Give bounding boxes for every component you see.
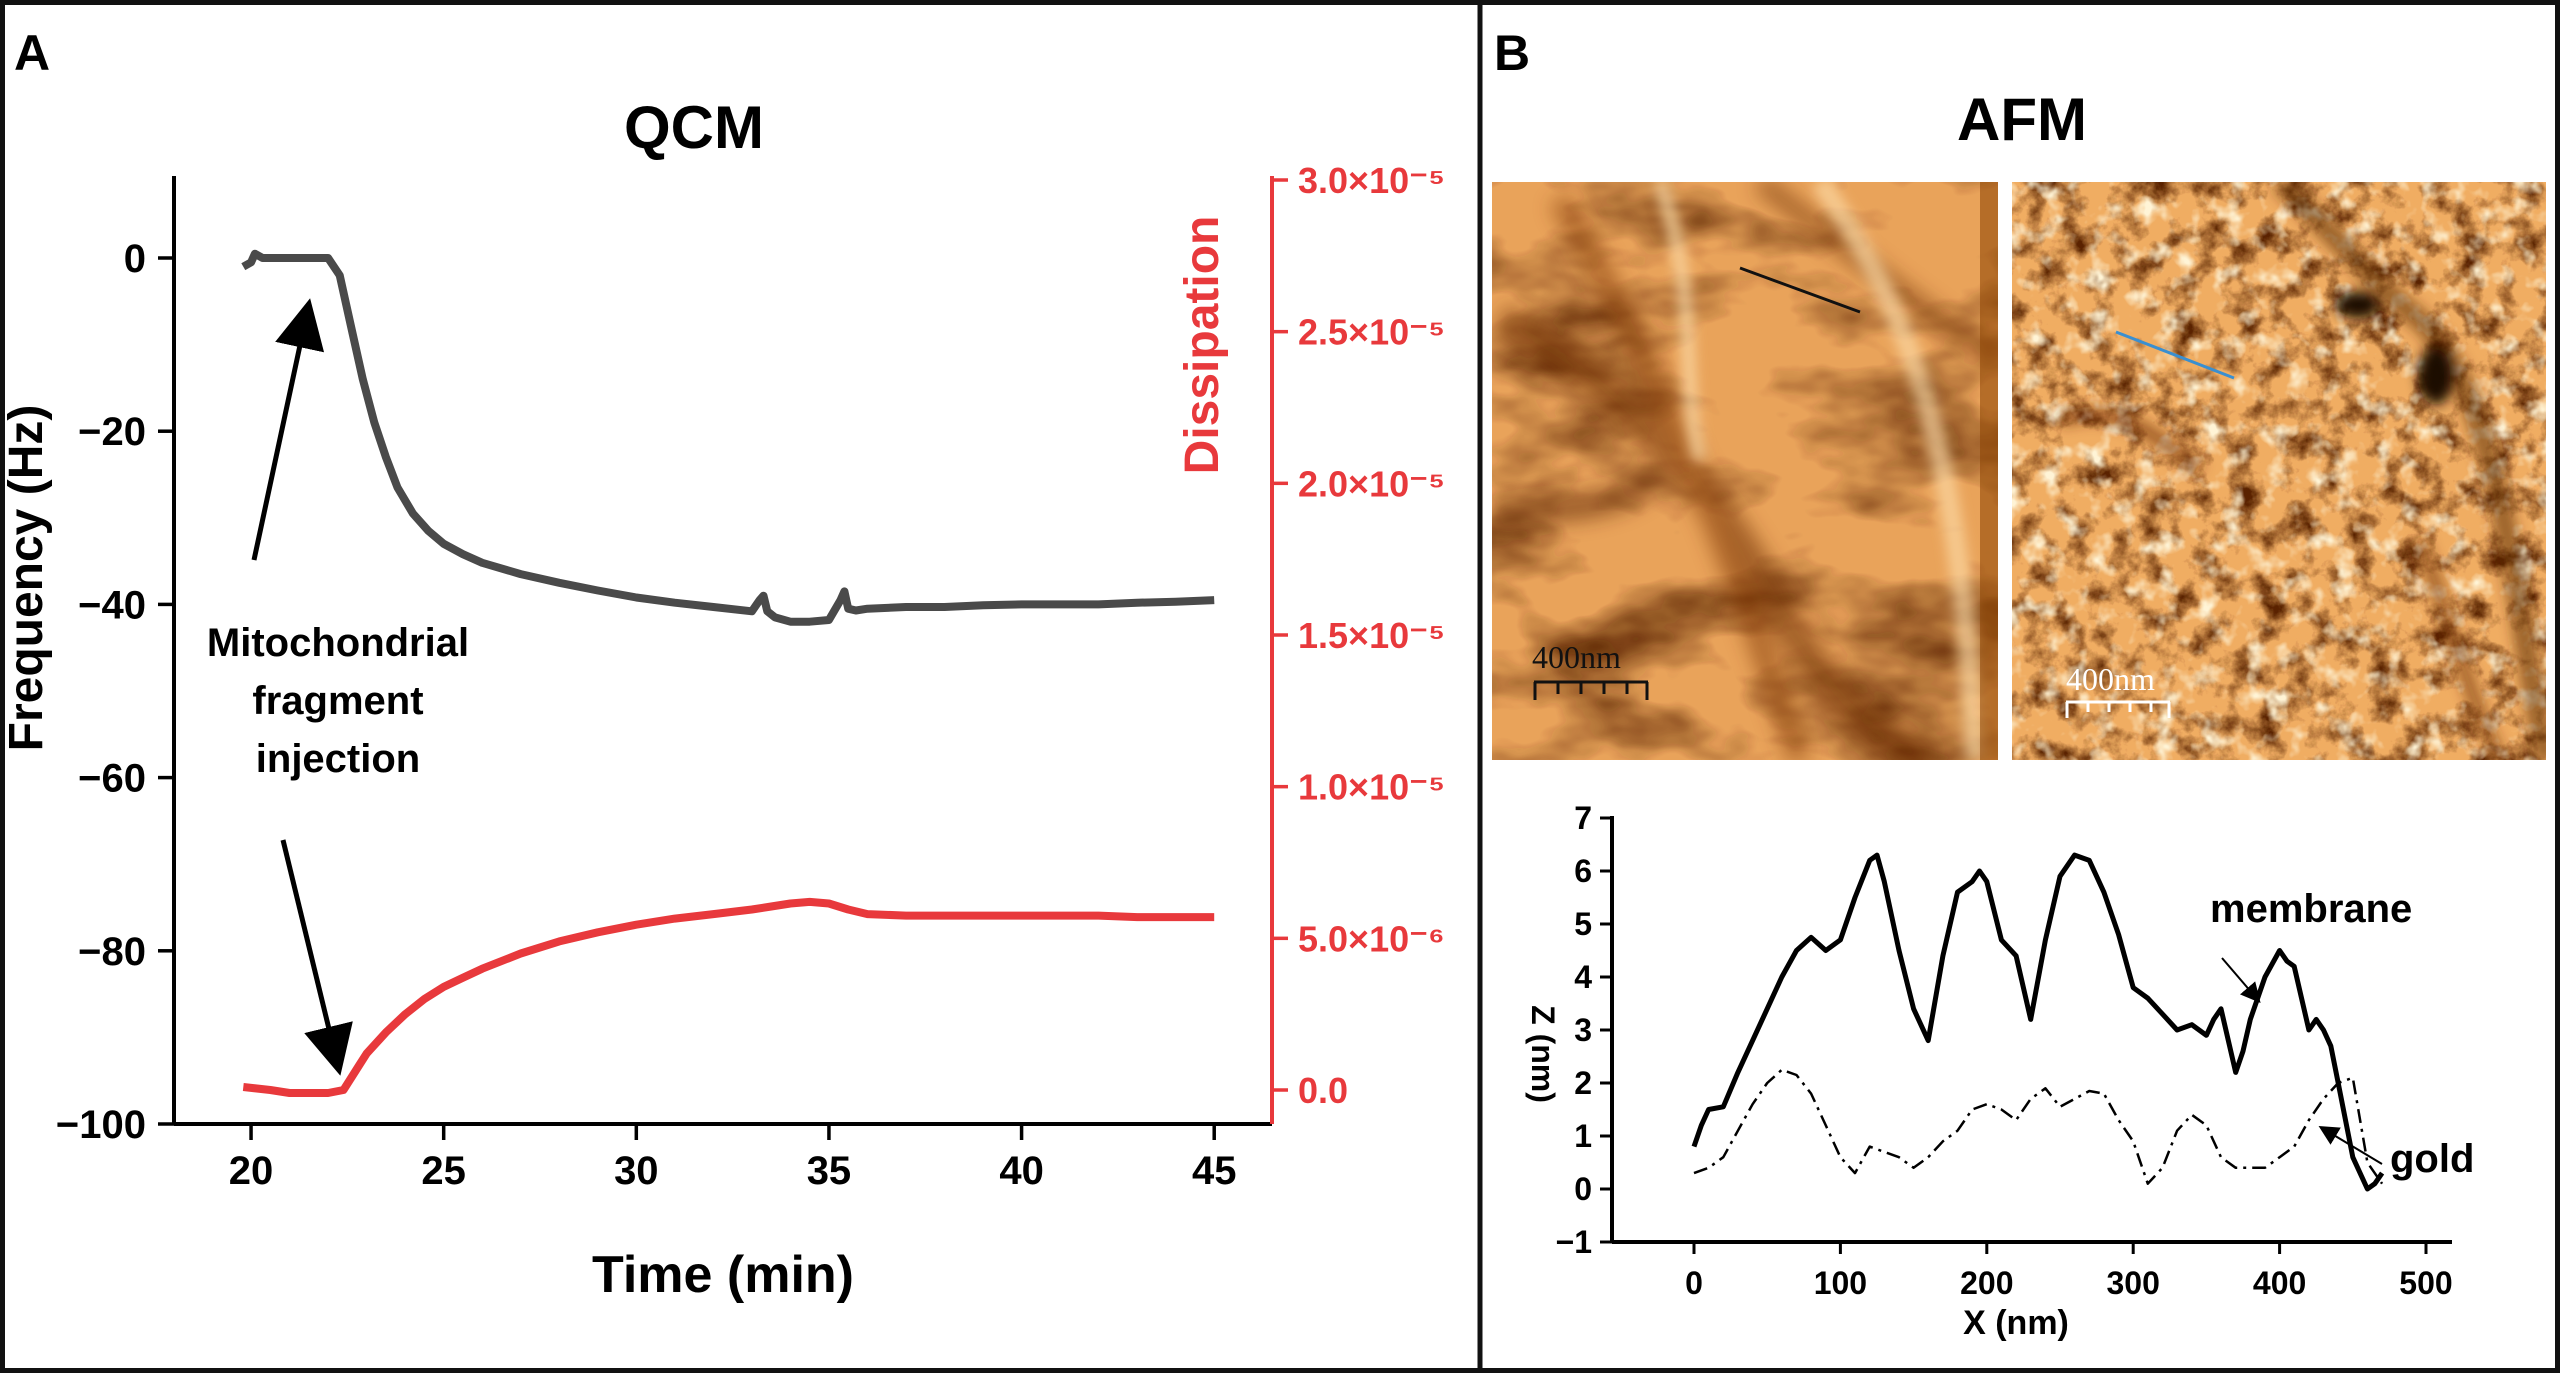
membrane-annotation: membrane	[2210, 887, 2412, 931]
qcm-y-tick-label: −80	[78, 930, 146, 974]
qcm-x-tick-label: 45	[1192, 1149, 1237, 1193]
panel-a: A QCM 20 25 30 35 40 45 0 −20 −40 −60 −80 −100 0.0 5.…	[0, 25, 1445, 1304]
afm-x-tick-label: 400	[2253, 1265, 2306, 1301]
injection-arrow-frequency	[251, 298, 325, 561]
afm-y-tick-label: 4	[1574, 959, 1592, 995]
afm-profile-line-membrane	[2115, 330, 2235, 380]
qcm-y-axis-title: Frequency (Hz)	[0, 405, 53, 752]
qcm-y-tick-label: 0	[124, 237, 146, 281]
qcm-y2-tick-label: 5.0×10⁻⁶	[1298, 918, 1445, 959]
panel-a-letter: A	[14, 25, 50, 81]
afm-y-tick-label: 2	[1574, 1065, 1592, 1101]
scalebar-right: 400nm	[2065, 661, 2171, 718]
gold-annotation: gold	[2390, 1137, 2474, 1181]
scalebar-left: 400nm	[1532, 639, 1649, 700]
afm-x-tick-label: 300	[2107, 1265, 2160, 1301]
panel-b-title: AFM	[1957, 86, 2087, 153]
qcm-y2-tick-label: 2.5×10⁻⁵	[1298, 312, 1445, 353]
afm-x-axis-title: X (nm)	[1963, 1304, 2069, 1342]
qcm-y-tick-label: −100	[56, 1103, 146, 1147]
gold-arrow	[2318, 1125, 2383, 1165]
qcm-y2-axis-title: Dissipation	[1176, 216, 1229, 475]
afm-y-tick-label: 0	[1574, 1171, 1592, 1207]
qcm-x-tick-label: 40	[999, 1149, 1044, 1193]
scalebar-left-label: 400nm	[1532, 639, 1621, 675]
injection-label-line-3: injection	[256, 737, 420, 781]
afm-image-bare	[1492, 182, 1998, 760]
qcm-x-tick-label: 25	[421, 1149, 466, 1193]
panel-b-letter: B	[1494, 25, 1530, 81]
afm-y-tick-label: 6	[1574, 853, 1592, 889]
qcm-y-tick-label: −20	[78, 410, 146, 454]
membrane-arrow	[2221, 957, 2261, 1004]
afm-x-tick-label: 0	[1685, 1265, 1703, 1301]
qcm-y2-tick-label: 3.0×10⁻⁵	[1298, 160, 1445, 201]
afm-y-tick-label: 7	[1574, 800, 1592, 836]
afm-y-tick-label: −1	[1556, 1224, 1592, 1260]
qcm-y2-tick-label: 2.0×10⁻⁵	[1298, 463, 1445, 504]
panel-a-title: QCM	[624, 94, 764, 161]
qcm-y-tick-label: −60	[78, 757, 146, 801]
afm-x-tick-label: 500	[2399, 1265, 2452, 1301]
scalebar-right-label: 400nm	[2066, 661, 2155, 697]
qcm-y2-tick-label: 0.0	[1298, 1070, 1348, 1111]
injection-arrow-dissipation	[280, 839, 353, 1076]
injection-label-line-1: Mitochondrial	[207, 621, 469, 665]
qcm-y-tick-label: −40	[78, 583, 146, 627]
membrane-profile-line	[1691, 852, 2385, 1192]
afm-x-tick-label: 100	[1814, 1265, 1867, 1301]
gold-profile-line	[1693, 1068, 2384, 1185]
afm-profile-line-bare	[1739, 266, 1861, 314]
afm-y-tick-label: 5	[1574, 906, 1592, 942]
afm-x-tick-label: 200	[1960, 1265, 2013, 1301]
panel-b: B AFM 400nm	[1492, 25, 2546, 1342]
afm-profile-chart: 0 100 200 300 400 500 −1 0 1 2 3 4 5 6 7 X (nm) Z (nm)…	[1525, 800, 2474, 1342]
dissipation-series-line	[242, 897, 1215, 1097]
qcm-y2-tick-label: 1.0×10⁻⁵	[1298, 767, 1445, 808]
afm-y-axis-title: Z (nm)	[1525, 1005, 1561, 1103]
qcm-x-tick-label: 20	[229, 1149, 274, 1193]
qcm-x-tick-label: 35	[807, 1149, 852, 1193]
frequency-series-line	[241, 249, 1215, 626]
qcm-x-tick-label: 30	[614, 1149, 659, 1193]
afm-image-membrane	[2012, 182, 2546, 760]
injection-label-line-2: fragment	[252, 679, 423, 723]
afm-y-tick-label: 3	[1574, 1012, 1592, 1048]
qcm-y2-tick-label: 1.5×10⁻⁵	[1298, 615, 1445, 656]
qcm-x-axis-title: Time (min)	[592, 1246, 854, 1304]
qcm-chart: 20 25 30 35 40 45 0 −20 −40 −60 −80 −100 0.0 5.0×10⁻⁶…	[0, 160, 1445, 1304]
afm-y-tick-label: 1	[1574, 1118, 1592, 1154]
